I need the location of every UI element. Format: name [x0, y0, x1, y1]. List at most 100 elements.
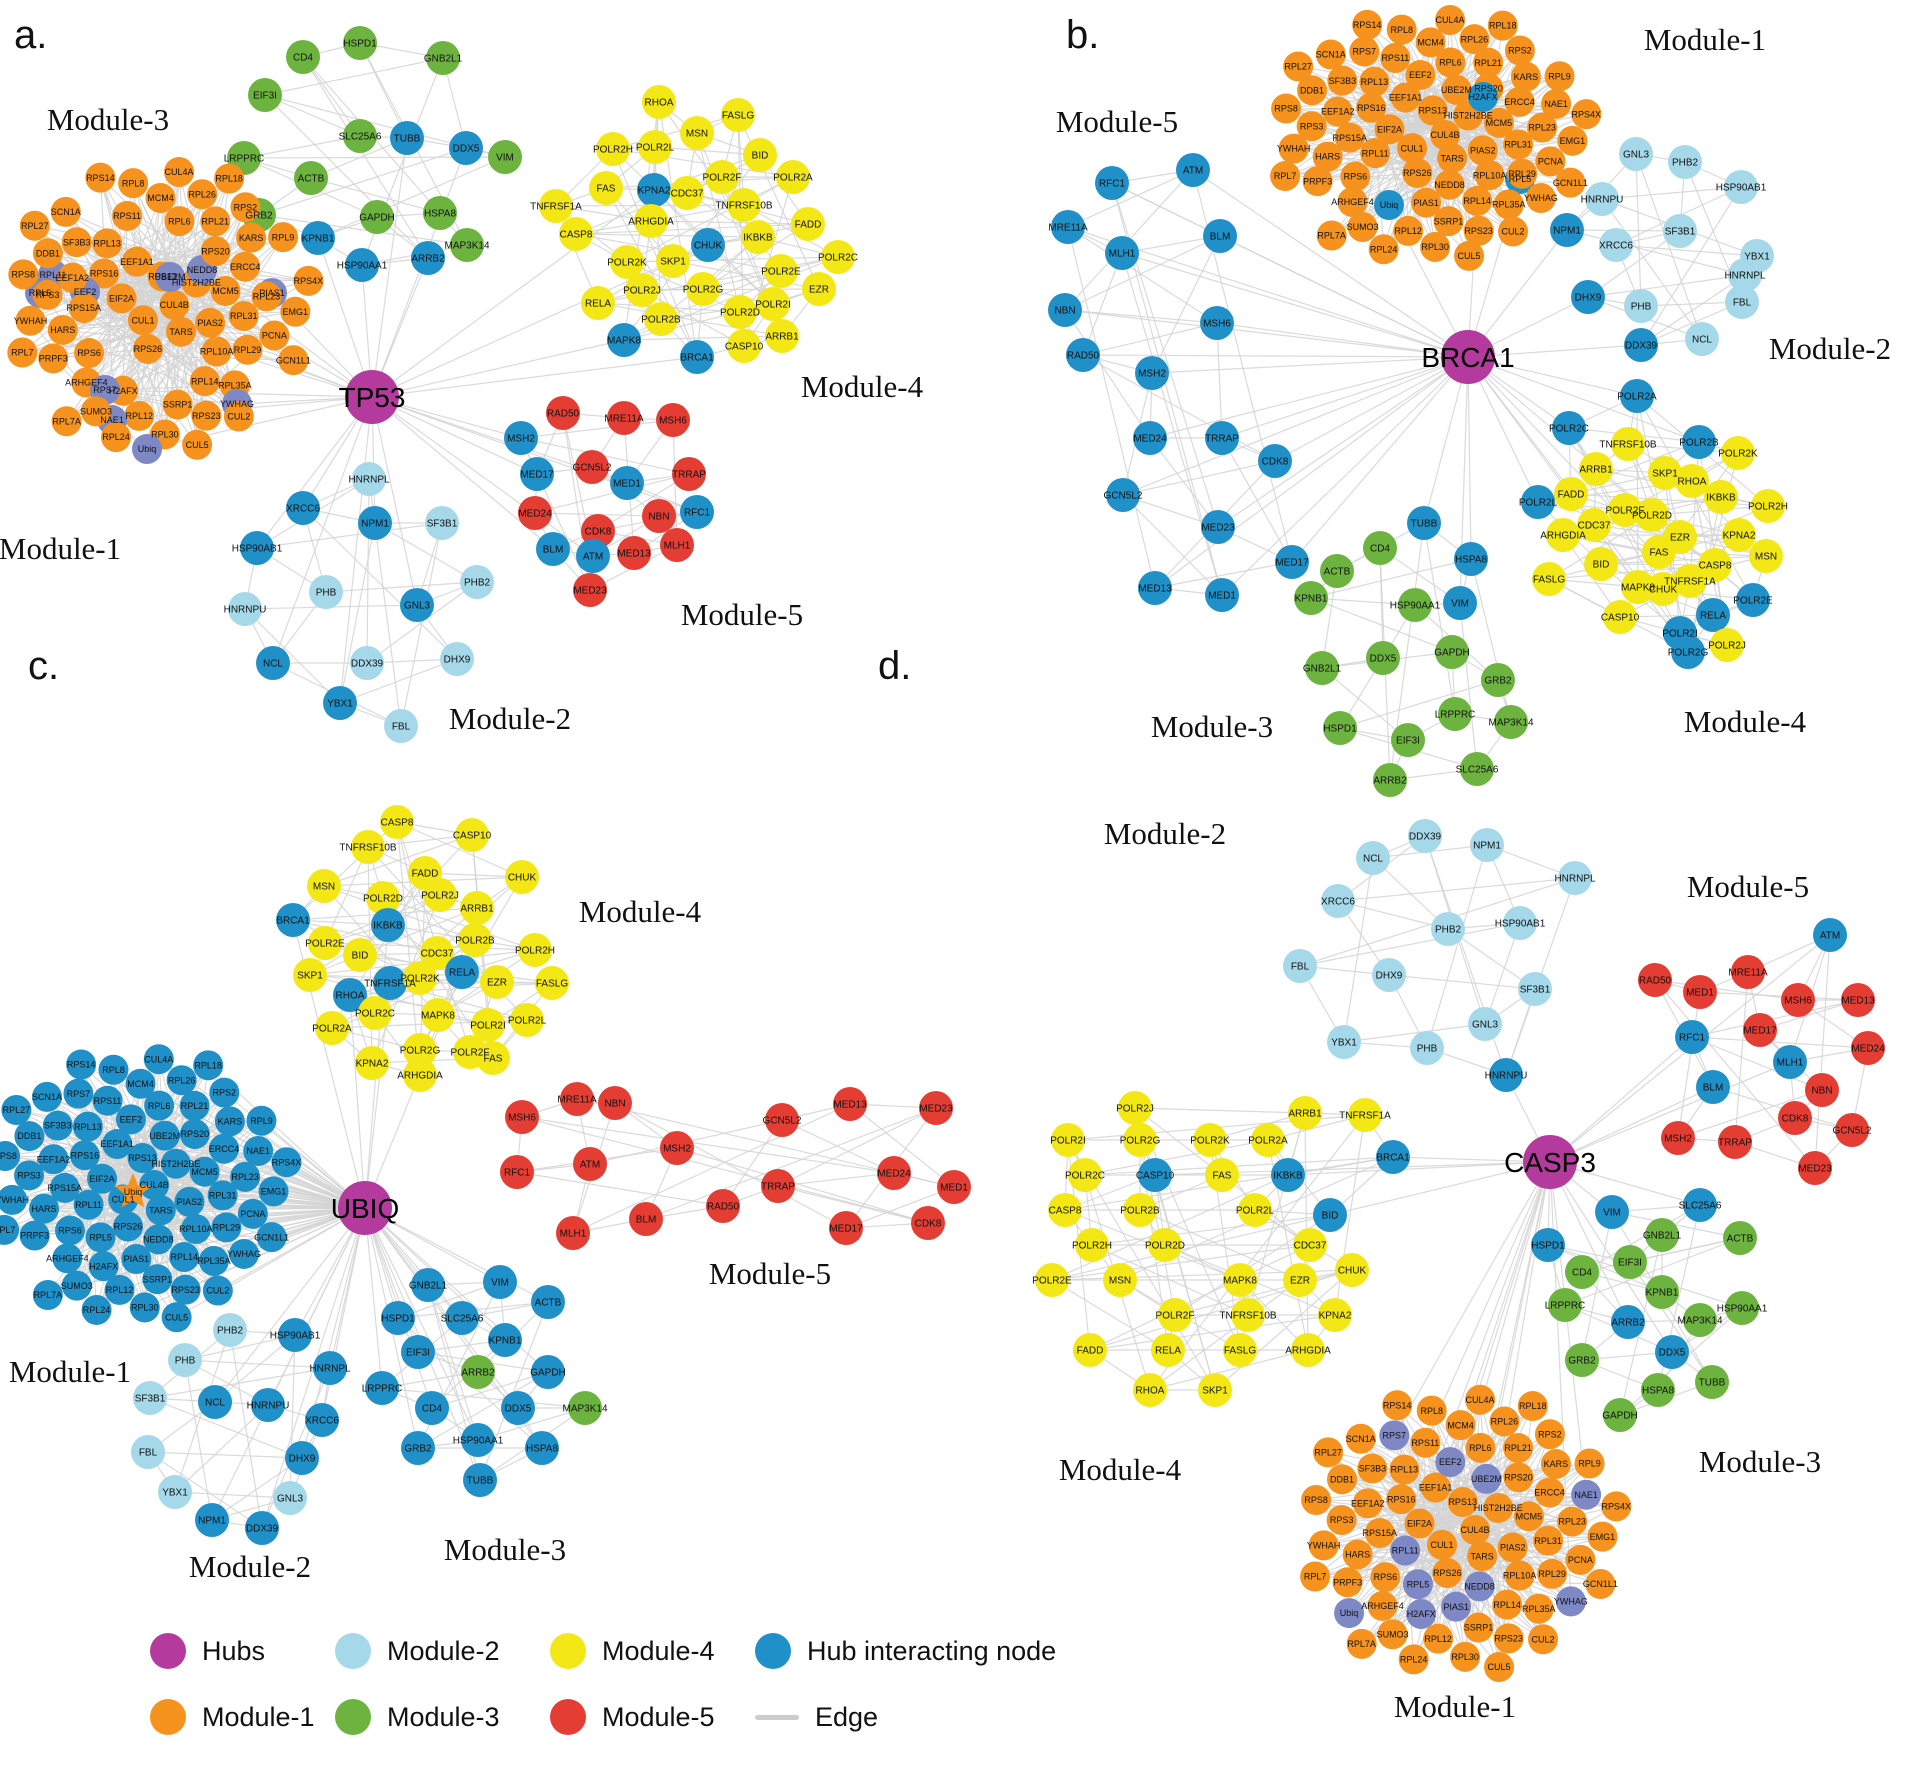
node-label: EIF2A: [109, 294, 134, 304]
node-label: RPL12: [106, 1285, 134, 1295]
network-node: [500, 1155, 534, 1189]
network-node: [1465, 1432, 1496, 1463]
network-node: [761, 1169, 795, 1203]
node-label: POLR2H: [593, 145, 633, 156]
network-node: [589, 171, 623, 205]
network-node: [1368, 234, 1399, 265]
node-label: SLC25A6: [339, 132, 382, 143]
node-label: POLR2I: [470, 1021, 506, 1032]
node-label: RHOA: [336, 991, 365, 1002]
node-label: RPS26: [114, 1222, 143, 1232]
node-label: GCN5L2: [573, 463, 612, 474]
network-node: [1518, 972, 1552, 1006]
node-label: FASLG: [536, 979, 568, 990]
network-node: [1484, 1651, 1515, 1682]
network-node: [573, 1147, 607, 1181]
hub-edge: [1192, 169, 1469, 358]
network-node: [420, 936, 454, 970]
network-node: [625, 273, 659, 307]
network-node: [307, 869, 341, 903]
node-label: FAS: [1213, 1171, 1232, 1182]
hub-edge: [1467, 344, 1642, 358]
node-label: IKBKB: [743, 233, 773, 244]
node-label: KARS: [1514, 72, 1539, 82]
network-node: [1517, 1391, 1548, 1422]
node-label: SF3B3: [63, 237, 91, 247]
network-node: [1532, 562, 1566, 596]
edge: [1640, 186, 1742, 346]
node-label: MSN: [1109, 1276, 1131, 1287]
node-label: EZR: [1670, 533, 1690, 544]
node-label: HSPD1: [343, 39, 377, 50]
edge: [1636, 395, 1754, 601]
hub-edge: [364, 1207, 549, 1303]
node-label: SLC25A6: [1679, 1201, 1722, 1212]
hub-edge: [371, 339, 625, 398]
edge: [310, 177, 441, 214]
edge: [777, 1107, 937, 1187]
node-label: RPL29: [213, 1223, 241, 1233]
node-label: GCN1L1: [1583, 1579, 1618, 1589]
node-label: ERCC4: [1534, 1488, 1565, 1498]
edge: [1310, 597, 1416, 606]
edge: [1470, 558, 1512, 723]
node-label: PRPF3: [20, 1231, 49, 1241]
node-label: POLR2I: [755, 300, 791, 311]
network-node: [1696, 1070, 1730, 1104]
node-label: NAE1: [100, 415, 124, 425]
node-label: TUBB: [1699, 1378, 1726, 1389]
network-node: [125, 1068, 156, 1099]
network-node: [1468, 1007, 1502, 1041]
hub-edge: [1423, 356, 1469, 524]
node-label: TNFRSF10B: [339, 843, 397, 854]
edges-layer: [3, 19, 1869, 1668]
edge: [1310, 558, 1472, 599]
network-node: [449, 131, 483, 165]
node-label: RFC1: [1099, 179, 1126, 190]
node-label: SF3B1: [427, 519, 458, 530]
node-label: RPL10A: [179, 1224, 213, 1234]
node-label: MED24: [877, 1169, 911, 1180]
network-node: [1574, 1448, 1605, 1479]
node-label: HIST2H2BE: [1474, 1503, 1523, 1513]
node-label: DDX5: [1659, 1348, 1686, 1359]
hub-edge: [181, 1079, 366, 1209]
network-node: [63, 1078, 94, 1109]
node-label: POLR2D: [1145, 1241, 1185, 1252]
node-label: RPL6: [1469, 1443, 1492, 1453]
network-node: [1270, 161, 1301, 192]
node-label: ATM: [1183, 166, 1203, 177]
node-label: SF3B1: [135, 1394, 166, 1405]
node-label: GNB2L1: [1303, 664, 1342, 675]
node-label: HNRNPU: [247, 1401, 290, 1412]
node-label: NEDD8: [143, 1235, 174, 1245]
edge: [1548, 514, 1653, 580]
node-label: RPL26: [168, 1075, 196, 1085]
network-node: [139, 1170, 170, 1200]
network-node: [480, 965, 514, 999]
node-label: CHUK: [1649, 585, 1678, 596]
node-label: RFC1: [684, 508, 711, 519]
network-node: [1725, 285, 1759, 319]
network-node: [1393, 215, 1424, 246]
network-node: [1695, 1365, 1729, 1399]
network-node: [1751, 489, 1785, 523]
network-node: [1402, 158, 1433, 189]
network-node: [1138, 1158, 1172, 1192]
network-node: [121, 246, 152, 277]
network-node: [1251, 1123, 1285, 1157]
node-label: KPNB1: [489, 1336, 522, 1347]
node-label: MED17: [829, 1224, 863, 1235]
node-label: HSP90AA1: [1390, 601, 1441, 612]
node-label: MED23: [1201, 523, 1235, 534]
node-label: YWHAH: [14, 316, 48, 326]
node-label: RPS11: [94, 1096, 122, 1106]
node-label: NBN: [648, 512, 669, 523]
network-node: [1723, 1221, 1757, 1255]
node-label: MSN: [313, 882, 335, 893]
network-node: [1305, 651, 1339, 685]
node-label: MRE11A: [1048, 223, 1088, 234]
node-label: POLR2L: [1519, 498, 1558, 509]
node-label: MCM5: [1516, 1511, 1543, 1521]
node-label: PCNA: [1568, 1555, 1593, 1565]
